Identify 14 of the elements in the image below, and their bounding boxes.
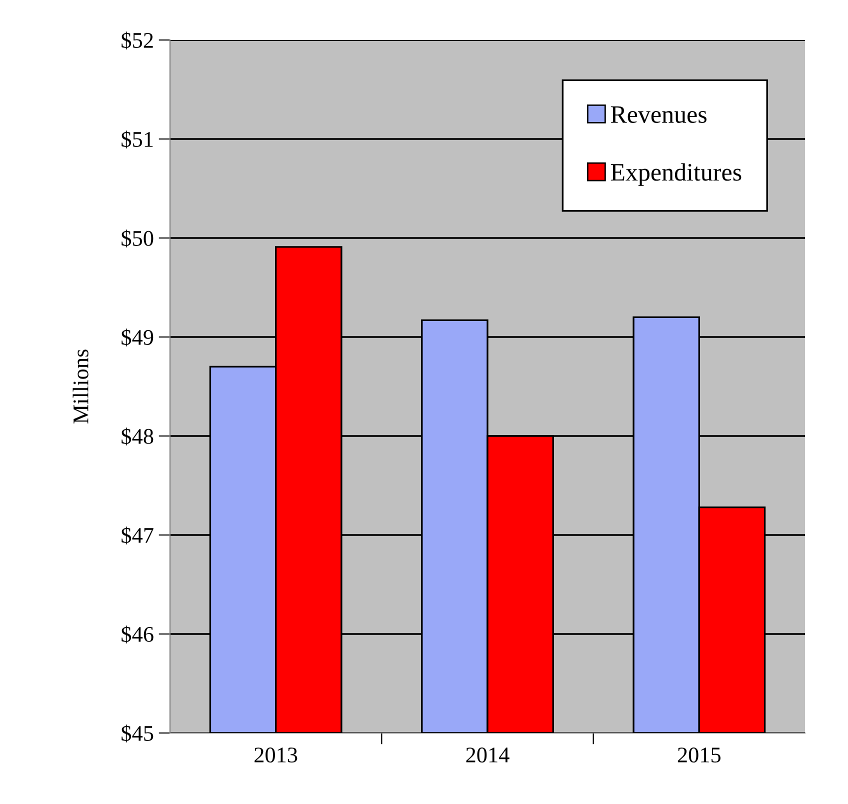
x-tick-label: 2014 [466,748,510,763]
y-tick-label: $48 [122,428,154,446]
x-tick-label: 2013 [254,748,298,763]
y-tick-label: $50 [122,230,154,248]
y-tick-label: $46 [122,626,154,644]
x-tick-label: 2015 [678,748,721,763]
y-tick-label: $49 [122,328,154,346]
y-tick-label: $45 [122,724,154,742]
legend-label: Revenues [610,106,706,123]
y-axis-title: Millions [72,350,88,424]
y-tick-label: $47 [122,526,154,544]
y-tick-label: $51 [122,130,153,148]
legend-label: Expenditures [610,163,742,186]
y-tick-label: $52 [122,32,153,50]
